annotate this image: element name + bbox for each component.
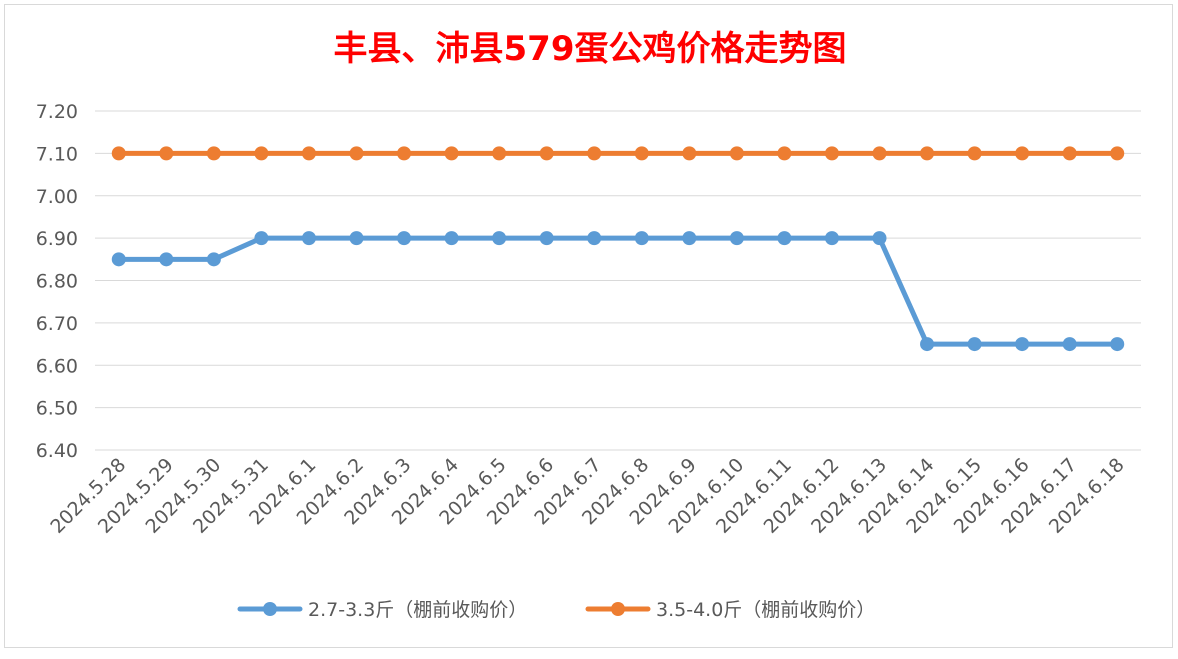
- y-axis: 6.40 6.50 6.60 6.70 6.80 6.90 7.00 7.10 7.20: [36, 101, 78, 462]
- data-point: [777, 146, 792, 161]
- data-point: [920, 146, 935, 161]
- data-point: [1015, 146, 1030, 161]
- data-point: [397, 231, 412, 246]
- data-point: [159, 146, 174, 161]
- data-point: [397, 146, 412, 161]
- data-point: [349, 231, 364, 246]
- data-point: [920, 337, 935, 352]
- data-point: [1015, 337, 1030, 352]
- data-point: [872, 146, 887, 161]
- data-point: [301, 146, 316, 161]
- data-point: [587, 146, 602, 161]
- chart-title: 丰县、沛县579蛋公鸡价格走势图: [334, 29, 847, 69]
- y-tick-label: 7.00: [36, 186, 78, 208]
- legend-label: 3.5-4.0斤（棚前收购价）: [656, 599, 875, 621]
- data-point: [634, 146, 649, 161]
- data-point: [872, 231, 887, 246]
- data-point: [444, 146, 459, 161]
- data-point: [539, 146, 554, 161]
- data-point: [1062, 337, 1077, 352]
- data-point: [159, 252, 174, 267]
- legend-swatch-marker: [611, 602, 625, 616]
- data-point: [1110, 146, 1125, 161]
- data-point: [824, 231, 839, 246]
- data-point: [729, 231, 744, 246]
- legend-swatch-marker: [263, 602, 277, 616]
- y-tick-label: 7.20: [36, 101, 78, 123]
- data-point: [587, 231, 602, 246]
- data-point: [111, 252, 126, 267]
- data-point: [349, 146, 364, 161]
- y-tick-label: 6.70: [36, 313, 78, 335]
- y-tick-label: 6.80: [36, 271, 78, 293]
- data-point: [301, 231, 316, 246]
- data-point: [1110, 337, 1125, 352]
- data-point: [539, 231, 554, 246]
- legend: 2.7-3.3斤（棚前收购价） 3.5-4.0斤（棚前收购价）: [237, 599, 875, 621]
- data-point: [492, 146, 507, 161]
- data-point: [967, 337, 982, 352]
- data-point: [1062, 146, 1077, 161]
- legend-label: 2.7-3.3斤（棚前收购价）: [308, 599, 527, 621]
- y-tick-label: 7.10: [36, 143, 78, 165]
- data-point: [206, 252, 221, 267]
- data-point: [777, 231, 792, 246]
- data-point: [111, 146, 126, 161]
- data-point: [967, 146, 982, 161]
- y-tick-label: 6.90: [36, 228, 78, 250]
- chart-border: [4, 4, 1173, 648]
- data-point: [444, 231, 459, 246]
- data-point: [729, 146, 744, 161]
- data-point: [682, 146, 697, 161]
- data-point: [254, 231, 269, 246]
- data-point: [824, 146, 839, 161]
- y-tick-label: 6.50: [36, 398, 78, 420]
- series-layer: [111, 146, 1125, 352]
- data-point: [254, 146, 269, 161]
- series-line-1: [116, 235, 1120, 347]
- data-point: [682, 231, 697, 246]
- y-tick-label: 6.60: [36, 355, 78, 377]
- data-point: [634, 231, 649, 246]
- y-tick-label: 6.40: [36, 440, 78, 462]
- data-point: [492, 231, 507, 246]
- data-point: [206, 146, 221, 161]
